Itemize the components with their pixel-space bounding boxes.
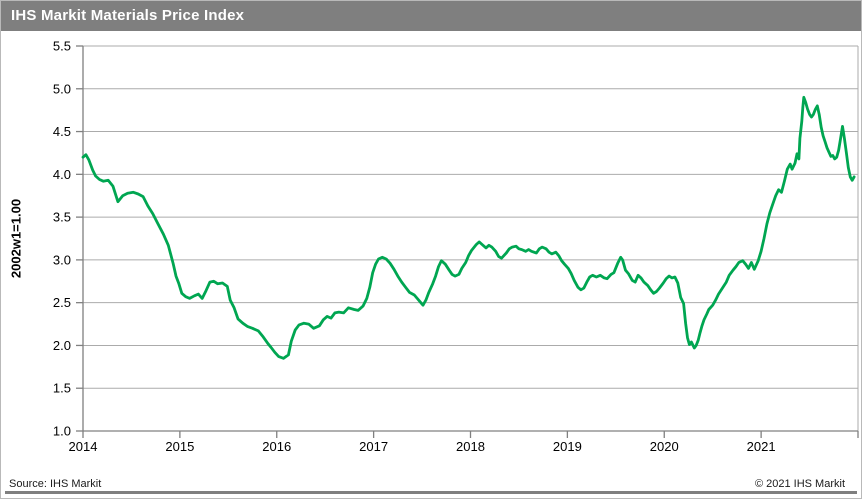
chart-title: IHS Markit Materials Price Index bbox=[11, 7, 245, 24]
y-tick-label: 3.0 bbox=[53, 252, 71, 267]
x-tick-label: 2020 bbox=[650, 439, 679, 454]
footer-rule bbox=[5, 491, 857, 494]
source-label: Source: IHS Markit bbox=[9, 478, 102, 490]
y-tick-label: 3.5 bbox=[53, 210, 71, 225]
price-index-line bbox=[81, 95, 856, 360]
y-tick-label: 1.0 bbox=[53, 424, 71, 439]
y-tick-label: 1.5 bbox=[53, 381, 71, 396]
x-tick-label: 2015 bbox=[165, 439, 194, 454]
x-tick-label: 2014 bbox=[69, 439, 98, 454]
x-tick-label: 2017 bbox=[359, 439, 388, 454]
title-bar: IHS Markit Materials Price Index bbox=[1, 1, 861, 31]
y-tick-label: 4.0 bbox=[53, 167, 71, 182]
y-tick-label: 2.5 bbox=[53, 295, 71, 310]
y-tick-label: 2.0 bbox=[53, 338, 71, 353]
y-axis-title: 2002w1=1.00 bbox=[8, 198, 24, 279]
x-tick-label: 2016 bbox=[262, 439, 291, 454]
x-tick-label: 2021 bbox=[747, 439, 776, 454]
y-tick-label: 4.5 bbox=[53, 124, 71, 139]
x-tick-label: 2019 bbox=[553, 439, 582, 454]
y-tick-label: 5.5 bbox=[53, 39, 71, 54]
x-tick-label: 2018 bbox=[456, 439, 485, 454]
copyright-label: © 2021 IHS Markit bbox=[754, 478, 845, 490]
y-tick-label: 5.0 bbox=[53, 81, 71, 96]
